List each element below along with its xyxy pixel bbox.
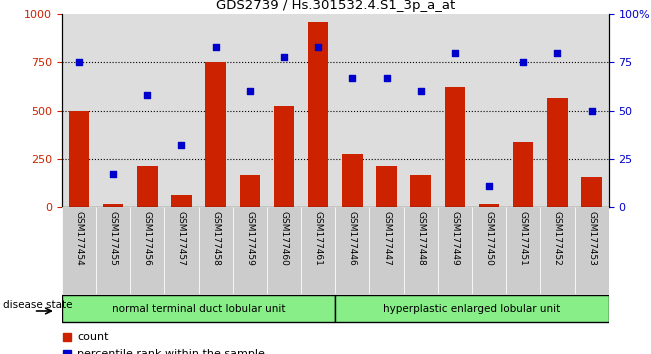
Text: GSM177447: GSM177447 bbox=[382, 211, 391, 266]
Text: percentile rank within the sample: percentile rank within the sample bbox=[77, 349, 265, 354]
Text: GSM177449: GSM177449 bbox=[450, 211, 460, 266]
Bar bbox=[437, 207, 472, 294]
Bar bbox=[301, 207, 335, 294]
Bar bbox=[376, 166, 396, 207]
Bar bbox=[513, 142, 534, 207]
Bar bbox=[137, 166, 158, 207]
Text: GSM177460: GSM177460 bbox=[279, 211, 288, 266]
Bar bbox=[445, 86, 465, 207]
Text: GSM177458: GSM177458 bbox=[211, 211, 220, 266]
Bar bbox=[308, 22, 328, 207]
Point bbox=[279, 54, 289, 59]
Bar bbox=[62, 295, 335, 322]
Bar bbox=[404, 207, 437, 294]
Text: hyperplastic enlarged lobular unit: hyperplastic enlarged lobular unit bbox=[383, 304, 561, 314]
Bar bbox=[103, 204, 124, 207]
Text: GSM177450: GSM177450 bbox=[484, 211, 493, 266]
Text: GSM177456: GSM177456 bbox=[143, 211, 152, 266]
Point bbox=[484, 183, 494, 189]
Bar bbox=[479, 204, 499, 207]
Bar bbox=[581, 177, 602, 207]
Text: GSM177457: GSM177457 bbox=[177, 211, 186, 266]
Point bbox=[176, 143, 187, 148]
Point bbox=[415, 88, 426, 94]
Point bbox=[74, 59, 84, 65]
Bar bbox=[240, 175, 260, 207]
Text: GSM177452: GSM177452 bbox=[553, 211, 562, 266]
Bar bbox=[472, 207, 506, 294]
Bar bbox=[506, 207, 540, 294]
Text: GSM177453: GSM177453 bbox=[587, 211, 596, 266]
Bar bbox=[411, 175, 431, 207]
Bar bbox=[96, 207, 130, 294]
Point bbox=[381, 75, 392, 81]
Point bbox=[313, 44, 324, 50]
Bar bbox=[171, 195, 192, 207]
Point bbox=[245, 88, 255, 94]
Point bbox=[450, 50, 460, 56]
Bar bbox=[540, 207, 575, 294]
Text: GSM177446: GSM177446 bbox=[348, 211, 357, 266]
Bar bbox=[273, 106, 294, 207]
Text: GSM177451: GSM177451 bbox=[519, 211, 528, 266]
Point bbox=[210, 44, 221, 50]
Bar bbox=[233, 207, 267, 294]
Text: normal terminal duct lobular unit: normal terminal duct lobular unit bbox=[112, 304, 285, 314]
Bar bbox=[130, 207, 164, 294]
Bar bbox=[62, 207, 96, 294]
Bar bbox=[335, 295, 609, 322]
Text: GSM177461: GSM177461 bbox=[314, 211, 323, 266]
Point bbox=[347, 75, 357, 81]
Bar bbox=[164, 207, 199, 294]
Bar bbox=[342, 154, 363, 207]
Text: count: count bbox=[77, 332, 108, 342]
Point bbox=[108, 171, 118, 177]
Point bbox=[552, 50, 562, 56]
Point bbox=[587, 108, 597, 113]
Bar bbox=[547, 98, 568, 207]
Bar bbox=[575, 207, 609, 294]
Bar bbox=[206, 62, 226, 207]
Point bbox=[142, 92, 152, 98]
Point bbox=[518, 59, 529, 65]
Text: GSM177448: GSM177448 bbox=[416, 211, 425, 266]
Bar bbox=[69, 110, 89, 207]
Title: GDS2739 / Hs.301532.4.S1_3p_a_at: GDS2739 / Hs.301532.4.S1_3p_a_at bbox=[215, 0, 455, 12]
Bar bbox=[335, 207, 370, 294]
Text: GSM177454: GSM177454 bbox=[74, 211, 83, 266]
Text: GSM177459: GSM177459 bbox=[245, 211, 255, 266]
Bar bbox=[370, 207, 404, 294]
Text: disease state: disease state bbox=[3, 300, 73, 310]
Bar bbox=[267, 207, 301, 294]
Bar bbox=[199, 207, 233, 294]
Text: GSM177455: GSM177455 bbox=[109, 211, 118, 266]
